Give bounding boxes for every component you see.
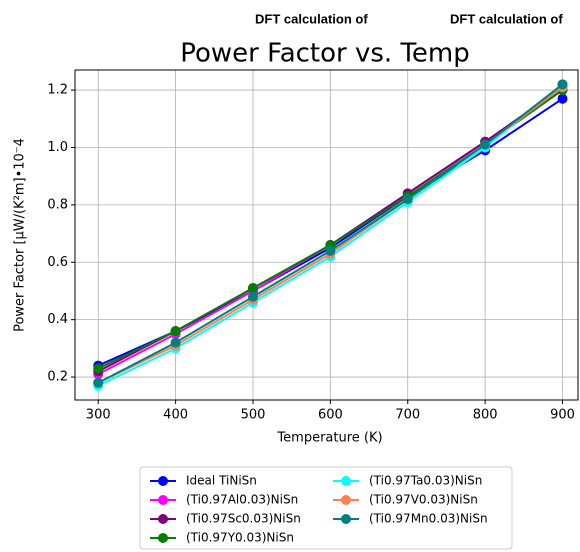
x-tick-label: 900 — [550, 408, 575, 423]
data-point — [93, 363, 104, 374]
data-point — [170, 326, 181, 337]
legend-label: (Ti0.97Ta0.03)NiSn — [369, 474, 482, 488]
legend-marker — [158, 533, 168, 543]
legend-label: (Ti0.97Mn0.03)NiSn — [369, 512, 488, 526]
legend-box — [139, 466, 513, 550]
legend-marker — [158, 495, 168, 505]
x-tick-label: 500 — [241, 408, 266, 423]
y-tick-label: 0.6 — [47, 255, 68, 270]
legend-marker — [341, 476, 351, 486]
legend-label: (Ti0.97V0.03)NiSn — [369, 493, 478, 507]
x-tick-label: 800 — [473, 408, 498, 423]
data-point — [325, 245, 336, 256]
plot-frame — [74, 69, 579, 401]
legend-label: (Ti0.97Y0.03)NiSn — [186, 531, 294, 545]
x-tick-label: 700 — [395, 408, 420, 423]
legend-marker — [341, 514, 351, 524]
data-point — [247, 291, 258, 302]
y-tick-label: 1.0 — [47, 140, 68, 155]
data-point — [93, 377, 104, 388]
data-point — [247, 283, 258, 294]
legend-marker — [341, 495, 351, 505]
y-axis-label: Power Factor [μW/(K²m]•10⁻4 — [13, 138, 28, 332]
data-point — [557, 79, 568, 90]
legend-label: (Ti0.97Sc0.03)NiSn — [186, 512, 301, 526]
data-point — [402, 194, 413, 205]
data-point — [170, 337, 181, 348]
legend-label: Ideal TiNiSn — [186, 474, 257, 488]
y-tick-label: 0.8 — [47, 197, 68, 212]
legend-label: (Ti0.97Al0.03)NiSn — [186, 493, 298, 507]
legend-marker — [158, 476, 168, 486]
data-point — [480, 139, 491, 150]
y-tick-label: 0.4 — [47, 312, 68, 327]
header-label: DFT calculation of — [450, 11, 563, 26]
data-point — [557, 93, 568, 104]
legend-marker — [158, 514, 168, 524]
chart-title: Power Factor vs. Temp — [180, 39, 469, 69]
y-tick-label: 0.2 — [47, 370, 68, 385]
y-tick-label: 1.2 — [47, 83, 68, 98]
x-tick-label: 600 — [318, 408, 343, 423]
x-axis-label: Temperature (K) — [276, 431, 382, 446]
header-label: DFT calculation of — [255, 11, 368, 26]
x-tick-label: 300 — [86, 408, 111, 423]
x-tick-label: 400 — [163, 408, 188, 423]
